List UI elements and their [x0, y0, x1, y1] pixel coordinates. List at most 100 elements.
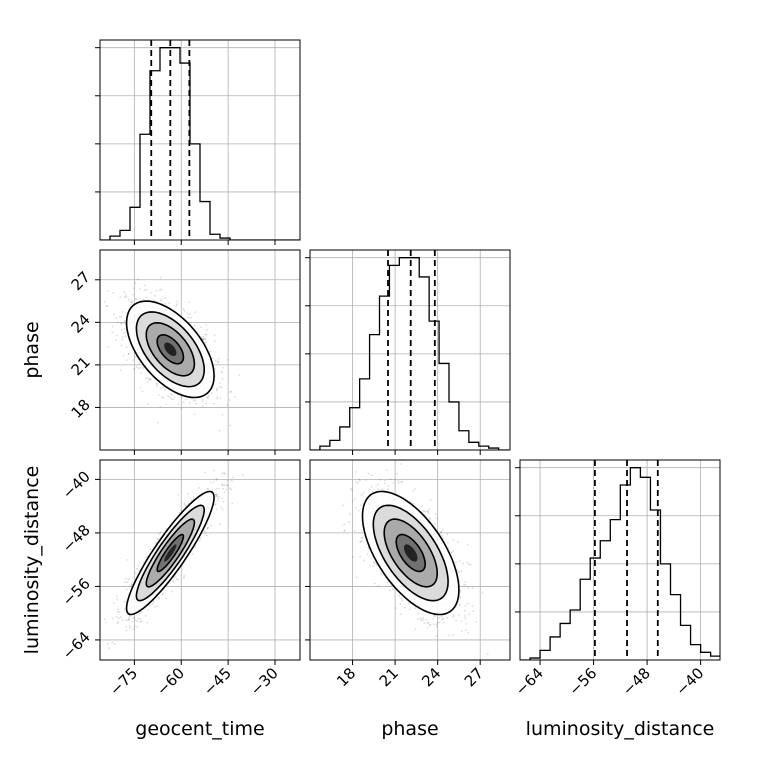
- scatter-point: [175, 578, 178, 580]
- scatter-point: [459, 589, 462, 592]
- panel-content: [100, 250, 300, 450]
- scatter-point: [427, 621, 430, 624]
- scatter-point: [458, 560, 461, 563]
- scatter-point: [113, 313, 115, 316]
- scatter-point: [434, 513, 437, 515]
- scatter-point: [342, 504, 345, 507]
- scatter-point: [225, 488, 228, 491]
- scatter-point: [205, 341, 207, 344]
- scatter-point: [222, 366, 224, 369]
- panel-frame: [309, 249, 511, 451]
- scatter-point: [144, 615, 147, 617]
- scatter-point: [432, 617, 435, 620]
- scatter-point: [118, 611, 121, 613]
- scatter-point: [107, 290, 109, 293]
- scatter-point: [351, 489, 353, 492]
- scatter-point: [206, 527, 208, 530]
- scatter-point: [468, 563, 470, 566]
- scatter-point: [458, 603, 461, 606]
- scatter-point: [387, 484, 390, 487]
- scatter-point: [103, 618, 106, 621]
- scatter-point: [134, 572, 137, 575]
- scatter-point: [156, 596, 159, 599]
- scatter-point: [124, 581, 126, 584]
- scatter-point: [117, 622, 119, 625]
- scatter-point: [355, 576, 358, 579]
- scatter-point: [183, 503, 186, 506]
- panel-2-1: 18 21 24 27: [305, 454, 511, 690]
- x-tick-label: 24: [418, 664, 444, 690]
- scatter-point: [204, 471, 206, 474]
- scatter-point: [429, 517, 431, 519]
- scatter-point: [207, 395, 210, 397]
- scatter-point: [229, 487, 232, 490]
- scatter-point: [215, 477, 218, 480]
- scatter-point: [359, 541, 362, 544]
- scatter-point: [156, 538, 159, 540]
- scatter-point: [360, 537, 363, 540]
- scatter-point: [374, 454, 376, 456]
- scatter-point: [358, 479, 361, 482]
- scatter-point: [429, 623, 432, 626]
- scatter-point: [159, 405, 162, 408]
- scatter-point: [441, 528, 444, 531]
- scatter-point: [434, 522, 437, 525]
- scatter-point: [127, 618, 129, 621]
- scatter-point: [379, 478, 382, 481]
- scatter-point: [203, 530, 206, 533]
- scatter-point: [400, 481, 403, 483]
- scatter-point: [155, 289, 158, 292]
- scatter-point: [214, 494, 217, 496]
- scatter-point: [134, 619, 137, 621]
- scatter-point: [190, 316, 192, 319]
- scatter-point: [173, 395, 176, 398]
- scatter-point: [156, 383, 158, 386]
- scatter-point: [361, 540, 363, 542]
- scatter-point: [159, 387, 162, 389]
- scatter-point: [127, 353, 130, 356]
- scatter-point: [428, 508, 431, 511]
- scatter-point: [220, 370, 223, 373]
- scatter-point: [154, 542, 157, 545]
- scatter-point: [362, 492, 365, 494]
- scatter-point: [214, 504, 216, 506]
- scatter-point: [468, 613, 470, 616]
- scatter-point: [396, 472, 398, 475]
- panel-frame: [99, 459, 301, 661]
- scatter-point: [134, 298, 137, 300]
- y-tick-label: −56: [59, 575, 94, 610]
- scatter-point: [103, 300, 106, 303]
- scatter-point: [142, 298, 145, 301]
- scatter-point: [442, 621, 445, 624]
- scatter-point: [139, 618, 142, 621]
- scatter-point: [447, 542, 449, 544]
- scatter-point: [137, 367, 140, 370]
- scatter-point: [215, 479, 218, 482]
- scatter-point: [220, 386, 223, 389]
- scatter-point: [218, 495, 221, 498]
- scatter-point: [130, 583, 133, 586]
- scatter-point: [145, 296, 148, 299]
- scatter-point: [369, 564, 372, 567]
- scatter-point: [189, 402, 191, 404]
- scatter-point: [452, 615, 455, 618]
- scatter-point: [125, 619, 128, 622]
- scatter-point: [156, 421, 159, 424]
- y-tick-label: 21: [68, 353, 94, 379]
- scatter-point: [146, 381, 149, 383]
- scatter-point: [116, 334, 118, 337]
- scatter-point: [471, 605, 474, 608]
- scatter-point: [351, 500, 354, 502]
- scatter-point: [216, 389, 218, 392]
- scatter-point: [464, 605, 467, 607]
- scatter-point: [435, 623, 438, 626]
- scatter-point: [401, 599, 404, 602]
- scatter-point: [165, 527, 168, 530]
- scatter-point: [360, 494, 363, 497]
- scatter-point: [397, 479, 400, 482]
- scatter-point: [131, 299, 133, 302]
- scatter-point: [123, 319, 126, 322]
- scatter-point: [128, 618, 131, 621]
- scatter-point: [371, 490, 374, 493]
- scatter-point: [147, 608, 150, 611]
